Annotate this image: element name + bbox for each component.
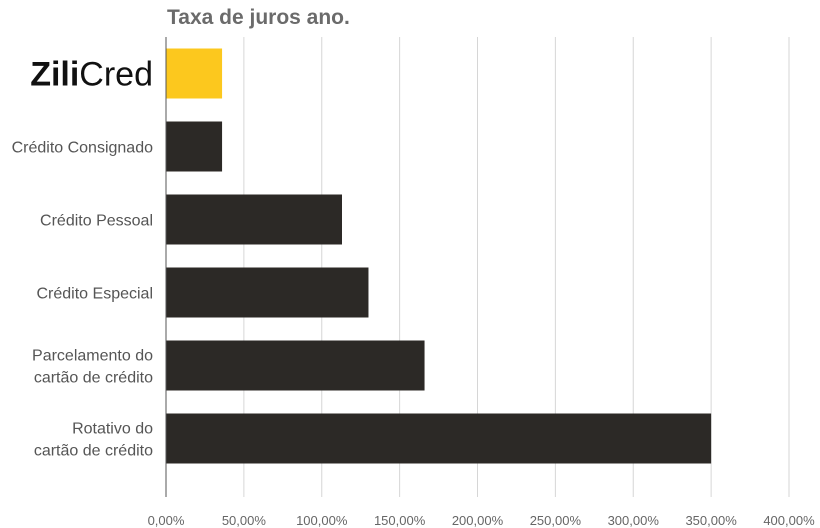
x-tick-label: 0,00% [148, 513, 185, 528]
bar [166, 48, 223, 99]
category-label: Crédito Consignado [12, 140, 154, 157]
chart-title: Taxa de juros ano. [167, 6, 350, 29]
category-label: Crédito Especial [37, 286, 154, 303]
category-label: Crédito Pessoal [40, 213, 153, 230]
x-tick-label: 200,00% [452, 513, 504, 528]
category-label: Parcelamento do cartão de crédito [32, 348, 153, 387]
bar [166, 121, 223, 172]
bars [166, 48, 712, 464]
bar [166, 267, 369, 318]
category-labels: ZiliCred Crédito Consignado Crédito Pessoa… [12, 56, 154, 460]
x-tick-labels: 0,00% 50,00% 100,00% 150,00% 200,00% 250,00% 3… [148, 513, 816, 528]
x-tick-label: 50,00% [222, 513, 267, 528]
x-tick-label: 350,00% [685, 513, 737, 528]
gridlines [243, 37, 790, 497]
x-tick-label: 300,00% [608, 513, 660, 528]
x-tick-label: 100,00% [296, 513, 348, 528]
category-label: Rotativo do cartão de crédito [34, 421, 153, 460]
bar [166, 413, 712, 464]
zilicred-logo: ZiliCred [30, 56, 153, 94]
bar [166, 194, 342, 245]
bar [166, 340, 425, 391]
x-tick-label: 150,00% [374, 513, 426, 528]
x-tick-label: 400,00% [763, 513, 815, 528]
x-tick-label: 250,00% [530, 513, 582, 528]
